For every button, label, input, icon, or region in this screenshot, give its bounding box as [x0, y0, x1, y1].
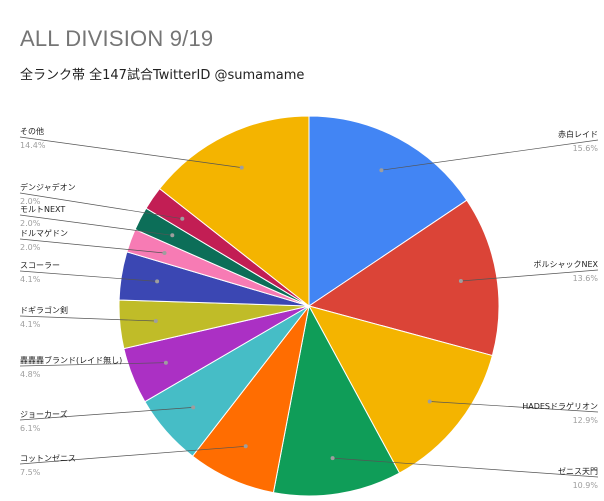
chart-subtitle: 全ランク帯 全147試合TwitterID @sumamame — [20, 68, 305, 83]
leader-line — [19, 136, 242, 168]
slice-label: HADESドラゲリオン — [522, 401, 598, 411]
leader-dot — [163, 360, 168, 365]
slice-label: 赤白レイド — [558, 129, 598, 139]
slice-percentage: 4.1% — [20, 275, 41, 284]
pie-slice — [272, 304, 401, 497]
chart-title: ALL DIVISION 9/19 — [20, 26, 214, 51]
slice-label: モルトNEXT — [20, 205, 65, 214]
leader-line — [19, 238, 165, 254]
slice-label: デンジャデオン — [20, 182, 76, 192]
leader-line — [332, 457, 599, 478]
leader-dot — [162, 251, 167, 255]
leader-dot — [170, 233, 175, 238]
slice-label: ボルシャックNEX — [533, 260, 598, 269]
slice-percentage: 4.1% — [20, 320, 41, 329]
slice-percentage: 15.6% — [573, 144, 599, 153]
slice-percentage: 2.0% — [20, 243, 41, 252]
leader-line — [19, 407, 194, 421]
slice-percentage: 6.1% — [20, 424, 41, 433]
leader-line — [429, 401, 599, 413]
leader-dot — [180, 216, 185, 221]
leader-line — [19, 270, 158, 282]
leader-dot — [239, 165, 244, 170]
slice-percentage: 7.5% — [20, 468, 41, 477]
leader-dot — [458, 279, 463, 283]
slice-label: ドルマゲドン — [20, 228, 68, 238]
slice-label: 轟轟轟ブランド(レイド無し) — [20, 355, 122, 365]
leader-dot — [191, 405, 196, 410]
slice-percentage: 2.0% — [20, 197, 41, 206]
leader-line — [19, 445, 246, 465]
leader-dot — [153, 319, 158, 323]
leader-line — [381, 139, 599, 171]
leader-line — [19, 362, 166, 367]
slice-label: ジョーカーズ — [20, 409, 68, 419]
leader-line — [19, 192, 183, 220]
pie-slice — [307, 199, 500, 357]
slice-percentage: 12.9% — [573, 416, 599, 425]
slice-label: スコーラー — [20, 261, 60, 270]
slice-percentage: 13.6% — [573, 274, 599, 283]
pie-slice — [158, 115, 310, 308]
leader-line — [19, 214, 173, 236]
slice-percentage: 10.9% — [573, 481, 599, 490]
slice-percentage: 14.4% — [20, 141, 46, 150]
pie-slice — [308, 305, 494, 474]
leader-dot — [155, 279, 160, 284]
slice-label: ゼニス天門 — [558, 466, 598, 476]
slice-label: その他 — [20, 126, 44, 136]
slice-label: ドギラゴン剣 — [20, 305, 68, 315]
leader-line — [460, 269, 599, 282]
leader-dot — [379, 168, 384, 173]
leader-dot — [427, 399, 432, 404]
leader-dot — [330, 456, 335, 461]
leader-line — [19, 315, 156, 322]
slice-percentage: 4.8% — [20, 370, 41, 379]
slice-percentage: 2.0% — [20, 219, 41, 228]
slice-label: コットンゼニス — [20, 453, 76, 463]
leader-dot — [243, 444, 248, 449]
